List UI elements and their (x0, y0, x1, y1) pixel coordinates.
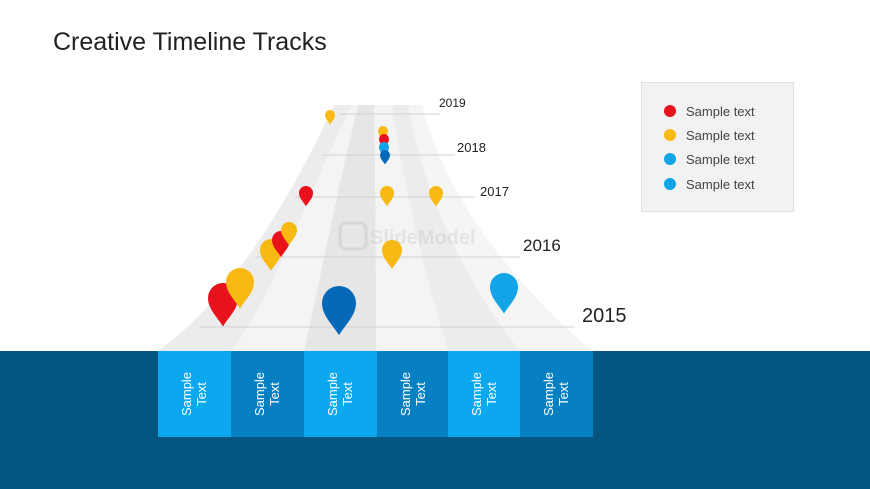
box-label: Sample Text (179, 371, 210, 417)
legend-dot-blue (664, 153, 676, 165)
year-label-2017: 2017 (480, 184, 509, 199)
year-label-2015: 2015 (582, 305, 627, 327)
legend-label: Sample text (686, 151, 755, 167)
box-label: Sample Text (252, 371, 283, 417)
year-label-2016: 2016 (523, 236, 561, 255)
track-2 (231, 105, 358, 351)
box-label: Sample Text (469, 371, 500, 417)
legend-dot-yellow (664, 129, 676, 141)
sample-text-box-1: Sample Text (158, 351, 231, 437)
box-label: Sample Text (541, 371, 572, 417)
legend-label: Sample text (686, 127, 755, 143)
legend-item: Sample text (664, 126, 755, 144)
year-label-2018: 2018 (457, 140, 486, 155)
sample-text-box-4: Sample Text (377, 351, 450, 437)
track-3 (304, 105, 376, 351)
year-label-2019: 2019 (439, 96, 466, 110)
track-5 (392, 105, 520, 351)
track-4 (374, 105, 448, 351)
box-label: Sample Text (398, 371, 429, 417)
legend-item: Sample text (664, 175, 755, 193)
legend-dot-red (664, 105, 676, 117)
legend-label: Sample text (686, 176, 755, 192)
legend-item: Sample text (664, 102, 755, 120)
legend-item: Sample text (664, 150, 755, 168)
sample-text-box-2: Sample Text (231, 351, 304, 437)
legend-label: Sample text (686, 103, 755, 119)
sample-text-box-5: Sample Text (448, 351, 521, 437)
box-label: Sample Text (325, 371, 356, 417)
sample-text-box-6: Sample Text (520, 351, 593, 437)
track-1 (158, 105, 352, 351)
sample-text-box-3: Sample Text (304, 351, 377, 437)
slide-title: Creative Timeline Tracks (53, 28, 327, 56)
legend-dot-blue (664, 178, 676, 190)
legend: Sample text Sample text Sample text Samp… (641, 82, 794, 212)
